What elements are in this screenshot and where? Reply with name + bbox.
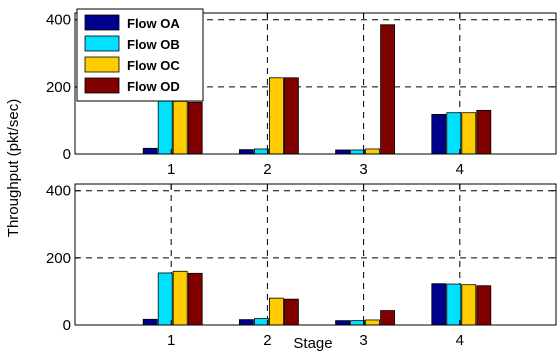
y-tick-label: 0 (63, 317, 71, 334)
x-tick-label: 1 (167, 332, 175, 349)
bar: Flow OC: 123 (461, 112, 477, 155)
bar: Flow OA: 16 (238, 319, 254, 326)
x-tick-label: 3 (359, 161, 367, 178)
y-tick-label: 200 (46, 79, 71, 96)
bar: Flow OD: 385 (380, 24, 396, 155)
plot-frame (74, 12, 557, 155)
bar: Flow OB: 162 (157, 99, 173, 155)
x-tick-label: 4 (456, 332, 464, 349)
bar: Flow OB: 19 (253, 318, 269, 326)
x-tick-label: 2 (263, 332, 271, 349)
legend-swatch (84, 56, 120, 73)
bar: Flow OC: 157 (172, 100, 188, 155)
bar: Flow OD: 154 (187, 272, 203, 326)
x-tick-label: 1 (167, 161, 175, 178)
legend-label: Flow OC (127, 58, 180, 73)
x-tick-label: 2 (263, 161, 271, 178)
bar: Flow OA: 17 (142, 147, 158, 155)
top-bar-chart: Flow OA: 17 Flow OA: 13 Flow OA: 12 Flow OA… (46, 12, 557, 178)
plot-frame (74, 183, 557, 326)
legend-swatch (84, 77, 120, 94)
x-tick-label: 3 (359, 332, 367, 349)
x-axis-label: Stage (293, 335, 332, 352)
bar: Flow OD: 117 (476, 285, 492, 326)
bar: Flow OC: 120 (461, 284, 477, 326)
bar: Flow OA: 123 (431, 283, 447, 326)
bar: Flow OC: 15 (365, 319, 381, 326)
y-tick-label: 200 (46, 250, 71, 267)
bar: Flow OD: 154 (187, 101, 203, 155)
legend-label: Flow OD (127, 79, 180, 94)
bar: Flow OA: 118 (431, 113, 447, 155)
bar: Flow OC: 160 (172, 270, 188, 326)
legend-label: Flow OA (127, 16, 180, 31)
legend-label: Flow OB (127, 37, 180, 52)
legend-swatch (84, 14, 120, 31)
bar: Flow OA: 13 (335, 320, 351, 326)
bar: Flow OB: 122 (446, 283, 462, 326)
bar: Flow OA: 12 (335, 149, 351, 155)
bar: Flow OA: 13 (238, 149, 254, 155)
bar: Flow OC: 227 (268, 77, 284, 155)
bar: Flow OD: 130 (476, 109, 492, 155)
bar: Flow OB: 15 (253, 148, 269, 155)
bar: Flow OA: 17 (142, 318, 158, 326)
y-axis-label: Throughput (pkt/sec) (5, 99, 22, 237)
bar: Flow OD: 77 (283, 298, 299, 326)
bar: Flow OC: 15 (365, 148, 381, 155)
bar: Flow OB: 155 (157, 272, 173, 326)
legend: Flow OA Flow OB Flow OC Flow OD (76, 8, 204, 102)
bottom-bar-chart: Flow OA: 17 Flow OA: 16 Flow OA: 13 Flow OA… (46, 183, 557, 349)
y-tick-label: 0 (63, 146, 71, 163)
bar: Flow OB: 13 (350, 320, 366, 326)
bar: Flow OB: 123 (446, 112, 462, 155)
bar: Flow OB: 12 (350, 149, 366, 155)
bar: Flow OD: 227 (283, 77, 299, 155)
legend-swatch (84, 35, 120, 52)
bar: Flow OC: 80 (268, 297, 284, 326)
y-tick-label: 400 (46, 12, 71, 29)
x-tick-label: 4 (456, 161, 464, 178)
bar: Flow OD: 43 (380, 310, 396, 326)
y-tick-label: 400 (46, 183, 71, 200)
